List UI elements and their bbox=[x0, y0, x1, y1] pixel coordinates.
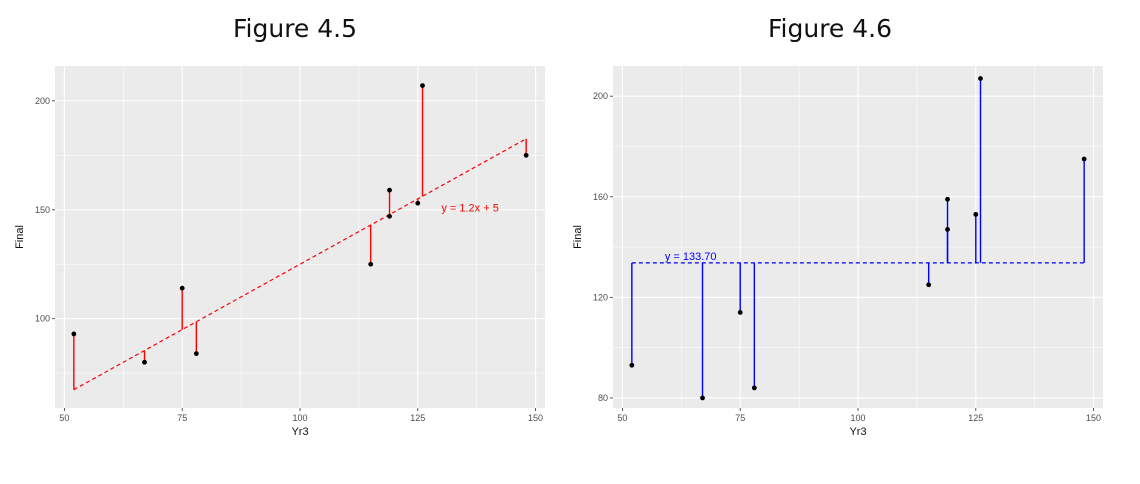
data-point bbox=[751, 385, 757, 391]
data-point bbox=[978, 76, 983, 81]
data-point bbox=[523, 152, 529, 158]
x-tick-label: 100 bbox=[850, 413, 865, 423]
y-axis-title: Final bbox=[14, 225, 26, 249]
y-tick-label: 120 bbox=[593, 292, 608, 302]
data-point bbox=[926, 282, 932, 288]
x-axis-title: Yr3 bbox=[849, 426, 866, 438]
data-point bbox=[387, 187, 392, 193]
data-point bbox=[71, 331, 77, 337]
data-point bbox=[973, 211, 979, 217]
data-point bbox=[387, 213, 392, 219]
x-tick-label: 50 bbox=[617, 413, 627, 423]
y-tick-label: 200 bbox=[35, 96, 50, 106]
x-tick-label: 125 bbox=[968, 413, 983, 423]
x-tick-label: 125 bbox=[410, 413, 425, 423]
data-point bbox=[179, 285, 185, 291]
x-tick-label: 150 bbox=[528, 413, 543, 423]
x-tick-label: 50 bbox=[59, 413, 69, 423]
y-tick-label: 150 bbox=[35, 205, 50, 215]
data-point bbox=[1081, 156, 1087, 162]
data-point bbox=[368, 261, 374, 267]
figure-4-6-title: Figure 4.6 bbox=[767, 14, 893, 43]
y-tick-label: 100 bbox=[35, 314, 50, 324]
data-point bbox=[629, 362, 635, 368]
x-axis-title: Yr3 bbox=[291, 426, 308, 438]
chart-figure-4-6: 50 75 100 125 150 80 120 160 200 Yr3 Final y = 133.… bbox=[572, 66, 1103, 438]
data-point bbox=[415, 200, 421, 206]
fit-line bbox=[73, 138, 527, 391]
data-point bbox=[945, 196, 950, 202]
x-tick-label: 75 bbox=[735, 413, 745, 423]
data-point bbox=[700, 395, 705, 401]
data-point bbox=[737, 310, 743, 315]
data-point bbox=[142, 359, 147, 365]
data-point bbox=[945, 227, 950, 232]
y-tick-label: 200 bbox=[593, 91, 608, 101]
y-tick-label: 80 bbox=[598, 393, 608, 403]
data-point bbox=[193, 351, 199, 356]
equation-label: y = 1.2x + 5 bbox=[441, 203, 498, 215]
data-point bbox=[420, 83, 425, 89]
equation-label: y = 133.70 bbox=[665, 251, 717, 263]
y-axis-title: Final bbox=[572, 225, 584, 249]
x-tick-label: 150 bbox=[1086, 413, 1101, 423]
chart-figure-4-5: 50 75 100 125 150 100 150 200 Yr3 Final y = 1.2x +… bbox=[14, 66, 545, 438]
x-tick-label: 100 bbox=[292, 413, 307, 423]
figure-4-5-title: Figure 4.5 bbox=[232, 14, 358, 43]
y-tick-label: 160 bbox=[593, 192, 608, 202]
x-tick-label: 75 bbox=[177, 413, 187, 423]
